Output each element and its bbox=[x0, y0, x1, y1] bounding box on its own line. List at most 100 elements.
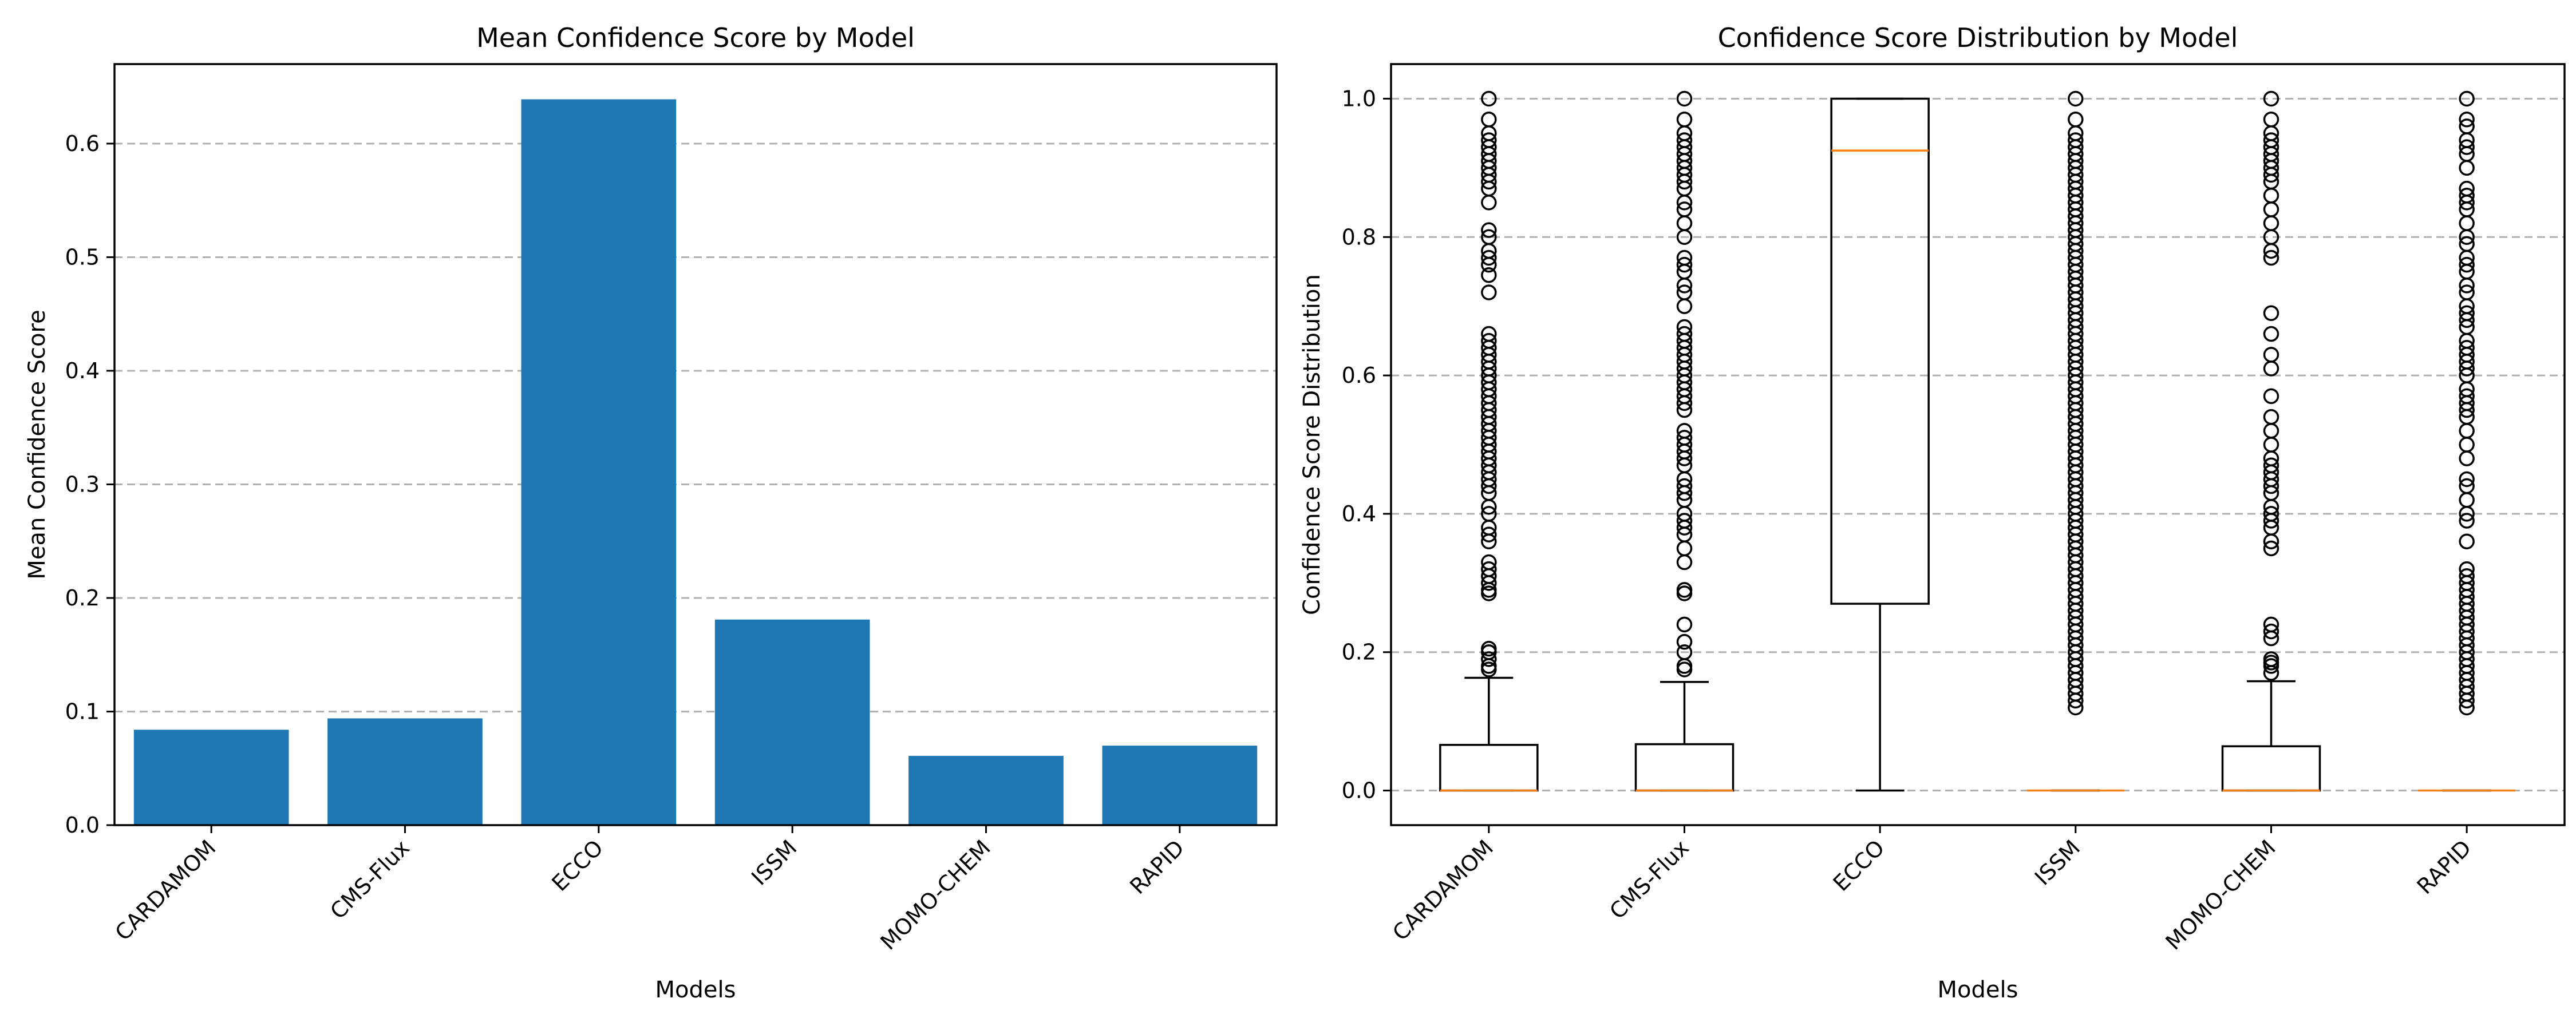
outlier-point bbox=[2459, 471, 2475, 488]
iqr-box bbox=[1439, 743, 1539, 792]
outlier-point bbox=[1676, 132, 1693, 148]
outlier-point bbox=[2263, 326, 2279, 342]
box-plot-x-tick-label-ecco: ECCO bbox=[1828, 835, 1890, 896]
outlier-point bbox=[2263, 616, 2279, 633]
outlier-point bbox=[2263, 409, 2279, 425]
box-plot-panel: Confidence Score Distribution by Model 0… bbox=[1299, 22, 2566, 1003]
outlier-point bbox=[2459, 568, 2475, 584]
bar-chart-x-tick-label-cardamom: CARDAMOM bbox=[110, 835, 220, 945]
outlier-point bbox=[1481, 267, 1497, 283]
box-ecco bbox=[1830, 97, 1930, 792]
bar-chart-x-tick-label-ecco: ECCO bbox=[547, 835, 608, 896]
outlier-point bbox=[2459, 111, 2475, 128]
outlier-point bbox=[2263, 201, 2279, 217]
outlier-point bbox=[2263, 506, 2279, 522]
outlier-point bbox=[2459, 533, 2475, 550]
bar-chart-y-axis-label: Mean Confidence Score bbox=[24, 310, 50, 579]
bar-chart-x-tick-label-issm: ISSM bbox=[746, 835, 801, 890]
bar-chart-x-tick-label-momo-chem: MOMO-CHEM bbox=[876, 835, 995, 954]
outlier-point bbox=[1676, 423, 1693, 439]
outlier-point bbox=[2459, 305, 2475, 322]
box-plot-y-tick-label: 0.0 bbox=[1342, 778, 1376, 803]
outlier-point bbox=[2459, 236, 2475, 252]
outlier-point bbox=[1481, 554, 1497, 571]
outlier-point bbox=[1676, 201, 1693, 217]
bar-chart-y-tick-label: 0.3 bbox=[65, 472, 100, 497]
outlier-point bbox=[2459, 388, 2475, 405]
box-plot-x-ticks: CARDAMOM CMS-Flux ECCO ISSM MOMO-CHEM RAPID bbox=[1388, 825, 2476, 955]
outlier-point bbox=[1676, 554, 1693, 571]
box-plot-y-axis-label: Confidence Score Distribution bbox=[1299, 274, 1325, 615]
bar-chart-title: Mean Confidence Score by Model bbox=[476, 22, 915, 53]
outlier-point bbox=[2459, 139, 2475, 155]
box-plot-x-tick-label-issm: ISSM bbox=[2030, 835, 2085, 890]
outlier-point bbox=[1481, 132, 1497, 148]
box-rapid bbox=[2418, 90, 2516, 792]
outlier-point bbox=[1676, 540, 1693, 557]
outlier-point bbox=[2459, 492, 2475, 508]
box-plot-boxes bbox=[1439, 90, 2516, 792]
box-cms-flux bbox=[1634, 90, 1735, 792]
outlier-point bbox=[2263, 187, 2279, 204]
outlier-point bbox=[2263, 360, 2279, 377]
outlier-point bbox=[2459, 187, 2475, 204]
box-plot-y-tick-label: 0.4 bbox=[1342, 501, 1376, 526]
box-plot-x-tick-label-momo-chem: MOMO-CHEM bbox=[2161, 835, 2281, 954]
bar-chart-gridlines bbox=[114, 142, 1277, 826]
outlier-point bbox=[1676, 430, 1693, 446]
bar-chart-x-tick-label-cms-flux: CMS-Flux bbox=[325, 835, 414, 924]
bar-chart-x-axis-label: Models bbox=[655, 977, 736, 1003]
outlier-point bbox=[1481, 332, 1497, 349]
outlier-point bbox=[2459, 423, 2475, 439]
outlier-point bbox=[1481, 561, 1497, 577]
outlier-point bbox=[2459, 450, 2475, 466]
outlier-point bbox=[1481, 195, 1497, 211]
outlier-point bbox=[1481, 222, 1497, 238]
bar-momo-chem bbox=[908, 755, 1064, 825]
outlier-point bbox=[1676, 644, 1693, 660]
outlier-point bbox=[2263, 437, 2279, 453]
outlier-point bbox=[1676, 326, 1693, 342]
outlier-point bbox=[1676, 298, 1693, 314]
box-momo-chem bbox=[2221, 90, 2321, 792]
outlier-point bbox=[2459, 256, 2475, 273]
outlier-point bbox=[1481, 284, 1497, 300]
outlier-point bbox=[1481, 229, 1497, 245]
outlier-point bbox=[2068, 90, 2084, 107]
outlier-point bbox=[1481, 249, 1497, 266]
outlier-point bbox=[1676, 478, 1693, 494]
outlier-point bbox=[2263, 388, 2279, 405]
outlier-point bbox=[2459, 561, 2475, 577]
outlier-point bbox=[1481, 640, 1497, 657]
outlier-point bbox=[2459, 478, 2475, 494]
bar-chart-bars bbox=[133, 99, 1258, 825]
outlier-point bbox=[1676, 319, 1693, 335]
bar-chart-x-ticks: CARDAMOM CMS-Flux ECCO ISSM MOMO-CHEM RAPID bbox=[110, 825, 1189, 955]
bar-chart-y-tick-label: 0.4 bbox=[65, 358, 100, 383]
bar-chart-x-tick-label-rapid: RAPID bbox=[1125, 835, 1189, 899]
outlier-point bbox=[2459, 160, 2475, 176]
box-plot-y-ticks: 0.0 0.2 0.4 0.6 0.8 1.0 bbox=[1342, 86, 1391, 803]
box-plot-y-tick-label: 0.6 bbox=[1342, 363, 1376, 388]
outlier-point bbox=[1676, 582, 1693, 598]
iqr-box bbox=[1634, 743, 1735, 792]
box-plot-x-tick-label-rapid: RAPID bbox=[2412, 835, 2476, 899]
outlier-point bbox=[1676, 256, 1693, 273]
outlier-point bbox=[2263, 540, 2279, 557]
box-plot-x-tick-label-cms-flux: CMS-Flux bbox=[1605, 835, 1694, 924]
bar-chart-panel: Mean Confidence Score by Model 0.0 0.1 0.2… bbox=[24, 22, 1278, 1003]
box-plot-y-tick-label: 0.2 bbox=[1342, 640, 1376, 665]
outlier-point bbox=[2459, 180, 2475, 197]
outlier-point bbox=[2459, 513, 2475, 529]
iqr-box bbox=[1830, 97, 1930, 605]
outlier-point bbox=[1676, 633, 1693, 650]
box-plot-gridlines bbox=[1391, 97, 2565, 792]
outlier-point bbox=[2263, 423, 2279, 439]
outlier-point bbox=[2263, 111, 2279, 128]
outlier-point bbox=[1481, 111, 1497, 128]
outlier-point bbox=[2459, 90, 2475, 107]
outlier-point bbox=[2459, 284, 2475, 300]
box-cardamom bbox=[1439, 90, 1539, 792]
box-plot-plot-area bbox=[1390, 63, 2566, 826]
